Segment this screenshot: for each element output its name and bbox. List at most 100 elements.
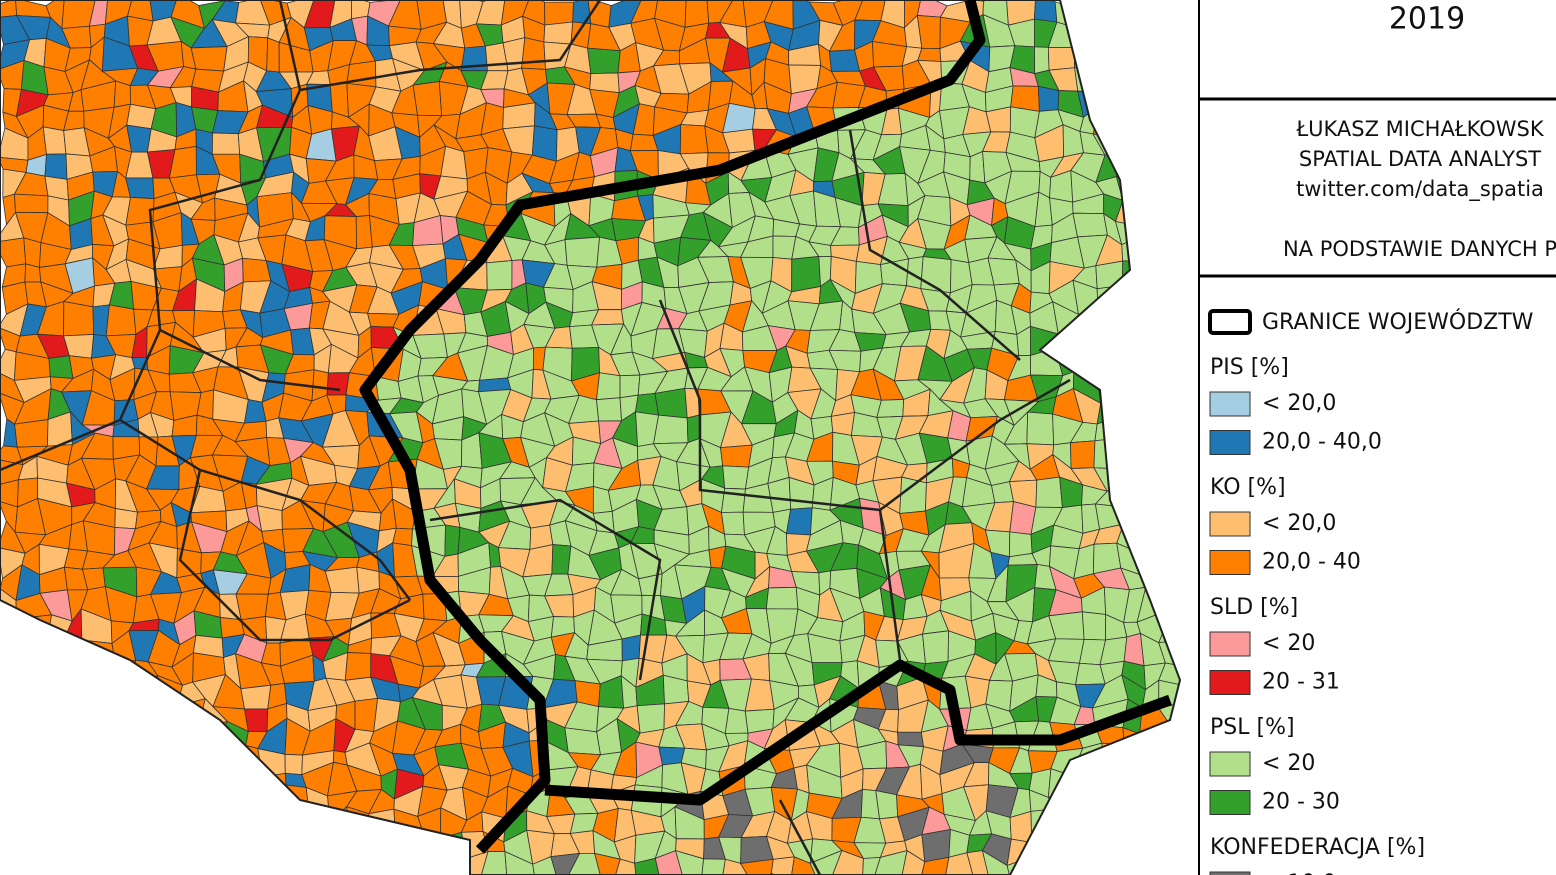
municipality — [790, 856, 819, 875]
municipality — [90, 681, 110, 703]
municipality — [89, 729, 111, 756]
municipality — [191, 793, 224, 820]
municipality — [1099, 45, 1128, 66]
municipality — [312, 853, 333, 875]
municipality — [310, 829, 325, 857]
municipality — [168, 832, 198, 860]
municipality — [1138, 199, 1172, 228]
municipality — [1081, 611, 1107, 641]
municipality — [63, 301, 95, 337]
legend-label: 20,0 - 40 — [1262, 550, 1361, 575]
municipality — [1137, 745, 1175, 776]
municipality — [1158, 301, 1180, 331]
municipality — [1122, 412, 1147, 439]
municipality — [1054, 808, 1085, 838]
municipality — [0, 659, 31, 690]
municipality — [724, 707, 749, 734]
municipality — [1140, 433, 1175, 458]
municipality — [132, 742, 162, 779]
municipality — [1026, 411, 1055, 446]
municipality — [922, 630, 950, 665]
municipality — [1148, 260, 1172, 286]
municipality — [594, 852, 621, 875]
municipality — [1159, 814, 1180, 844]
municipality — [1, 677, 31, 704]
legend-swatch — [1209, 391, 1251, 417]
municipality — [132, 765, 162, 796]
municipality — [134, 728, 159, 752]
municipality — [175, 746, 202, 775]
municipality — [326, 372, 350, 396]
municipality — [1161, 390, 1180, 427]
municipality — [1097, 305, 1121, 337]
region-border — [178, 469, 411, 642]
municipality — [1158, 283, 1180, 313]
municipality — [19, 815, 46, 837]
municipality — [90, 765, 114, 797]
legend-label: 20 - 30 — [1262, 790, 1340, 815]
municipality — [0, 768, 29, 794]
region-border — [429, 498, 662, 681]
municipality — [1117, 816, 1150, 838]
legend-swatch — [1209, 631, 1251, 657]
municipality — [502, 102, 536, 130]
municipality — [1138, 173, 1169, 201]
municipality — [1141, 80, 1169, 111]
municipality — [444, 524, 461, 557]
municipality — [104, 682, 136, 703]
municipality — [770, 856, 795, 875]
legend-label: < 20 — [1262, 631, 1315, 656]
municipality — [212, 816, 245, 842]
municipality — [152, 856, 184, 875]
municipality — [322, 831, 351, 862]
municipality — [155, 773, 181, 796]
municipality — [19, 784, 41, 817]
municipality — [720, 444, 753, 468]
municipality — [284, 753, 303, 776]
municipality — [1034, 46, 1050, 75]
municipality — [1047, 46, 1076, 71]
municipality — [279, 853, 315, 875]
voivodeship-border — [544, 659, 1172, 806]
municipality — [565, 852, 602, 875]
municipality — [155, 720, 183, 748]
municipality — [1161, 68, 1180, 96]
municipality — [57, 697, 92, 734]
municipality — [1092, 103, 1128, 140]
municipality — [1094, 503, 1129, 530]
municipality — [1167, 745, 1180, 775]
municipality — [0, 833, 27, 858]
municipality — [1071, 2, 1102, 30]
municipality — [148, 793, 180, 821]
municipality — [109, 729, 138, 752]
municipality — [423, 833, 441, 863]
municipality — [1100, 21, 1129, 48]
municipality — [901, 849, 926, 875]
municipality — [258, 784, 287, 815]
municipality — [1052, 850, 1081, 875]
municipality — [679, 124, 709, 155]
municipality — [63, 717, 93, 756]
municipality — [344, 652, 372, 681]
legend-swatch — [1209, 670, 1251, 695]
municipality — [1095, 260, 1124, 290]
municipality — [60, 786, 94, 819]
legend-group-title: KONFEDERACJA [%] — [1210, 835, 1425, 860]
legend-swatch — [1209, 430, 1251, 455]
municipality — [1031, 834, 1055, 858]
municipality — [1172, 439, 1180, 459]
municipality — [308, 814, 331, 834]
municipality — [1122, 433, 1147, 471]
municipality — [1142, 553, 1165, 577]
municipality — [1162, 553, 1180, 567]
municipality — [1141, 531, 1165, 559]
legend-group-title: PIS [%] — [1210, 355, 1289, 380]
municipality — [262, 850, 285, 875]
municipality — [621, 634, 641, 662]
legend-swatch — [1209, 790, 1251, 815]
municipality — [190, 46, 228, 72]
municipality — [876, 399, 905, 418]
municipality — [1165, 81, 1180, 115]
municipality — [1072, 335, 1106, 359]
